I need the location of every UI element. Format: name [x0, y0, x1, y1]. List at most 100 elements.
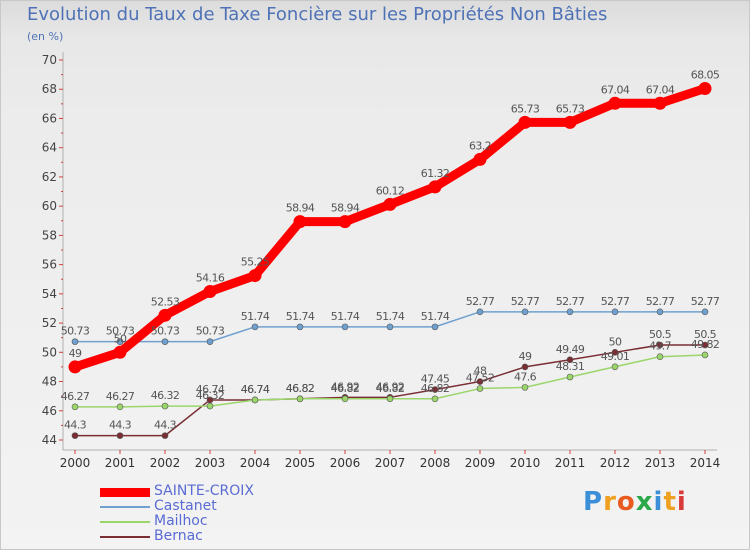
- data-label: 50.73: [151, 325, 180, 338]
- data-point: [341, 395, 349, 403]
- data-point: [296, 395, 304, 403]
- data-point: [431, 395, 439, 403]
- legend-label: SAINTE-CROIX: [154, 483, 255, 499]
- y-tick-label: 62: [42, 170, 57, 184]
- data-point: [653, 96, 667, 110]
- unit-label: (en %): [27, 30, 64, 43]
- data-label: 51.74: [376, 310, 405, 323]
- data-point: [521, 363, 529, 371]
- x-tick-label: 2012: [600, 456, 631, 470]
- data-label: 52.77: [601, 295, 630, 308]
- data-label: 47.45: [421, 373, 450, 386]
- y-tick-label: 50: [42, 345, 57, 359]
- y-tick-label: 56: [42, 258, 57, 272]
- data-point: [611, 349, 619, 356]
- data-label: 44.3: [64, 419, 87, 432]
- data-label: 49.82: [691, 338, 720, 351]
- data-label: 63.2: [469, 139, 491, 152]
- data-point: [566, 308, 574, 316]
- data-label: 46.32: [151, 389, 180, 402]
- series-layer: [68, 82, 712, 439]
- data-label: 65.73: [556, 102, 585, 115]
- data-point: [293, 215, 307, 229]
- data-label: 51.74: [331, 310, 360, 323]
- data-label: 46.92: [376, 380, 405, 393]
- data-label: 48: [474, 365, 487, 378]
- legend-label: Castanet: [154, 498, 217, 514]
- data-point: [383, 197, 397, 211]
- data-point: [116, 432, 124, 439]
- x-tick-label: 2013: [645, 456, 676, 470]
- data-point: [341, 323, 349, 331]
- data-point: [71, 403, 79, 411]
- data-label: 54.16: [196, 272, 225, 285]
- axes: 44 46 48 50 52 54 56 58 60 62 64 66 68 70 2000 2001 2002…: [42, 52, 720, 470]
- data-label: 49.7: [649, 340, 672, 353]
- data-point: [656, 308, 664, 316]
- data-label: 50.73: [106, 325, 135, 338]
- data-label: 46.92: [331, 380, 360, 393]
- data-point: [203, 285, 217, 299]
- legend-swatch: [100, 506, 150, 508]
- data-point: [521, 384, 529, 391]
- data-label: 50.73: [61, 325, 90, 338]
- chart-title: Evolution du Taux de Taxe Foncière sur l…: [27, 4, 608, 25]
- data-label: 44.3: [109, 419, 132, 432]
- data-point: [386, 323, 394, 331]
- y-tick-label: 46: [42, 404, 57, 418]
- data-point: [431, 323, 439, 331]
- data-point: [251, 396, 259, 404]
- y-tick-label: 64: [42, 141, 57, 155]
- data-label: 46.27: [61, 390, 90, 403]
- data-point: [338, 215, 352, 229]
- data-label: 46.27: [106, 390, 135, 403]
- data-label: 50.5: [694, 328, 717, 341]
- data-label: 47.6: [514, 370, 537, 383]
- y-tick-label: 68: [42, 82, 57, 96]
- data-label: 58.94: [286, 202, 315, 215]
- data-label: 67.04: [646, 83, 675, 96]
- data-label: 55.25: [241, 256, 270, 269]
- data-label: 65.73: [511, 102, 540, 115]
- proxiti-logo: Proxiti: [583, 487, 687, 517]
- x-tick-label: 2002: [150, 456, 181, 470]
- data-label: 44.3: [154, 419, 177, 432]
- data-point: [476, 378, 484, 385]
- data-label: 50: [609, 335, 622, 348]
- x-tick-label: 2005: [285, 456, 316, 470]
- data-label: 52.77: [556, 295, 585, 308]
- data-label: 67.04: [601, 83, 630, 96]
- data-point: [251, 323, 259, 331]
- legend-label: Mailhoc: [154, 513, 208, 529]
- data-label: 52.77: [466, 295, 495, 308]
- y-tick-label: 44: [42, 433, 57, 447]
- data-label: 46.82: [376, 382, 405, 395]
- data-labels: 44.3 44.3 44.346.74 46.74 46.82 46.92 46.9247.…: [61, 69, 721, 432]
- data-point: [161, 402, 169, 410]
- data-point: [701, 308, 709, 316]
- data-label: 52.77: [646, 295, 675, 308]
- data-point: [116, 403, 124, 411]
- legend-swatch: [100, 536, 150, 538]
- data-point: [161, 432, 169, 439]
- data-label: 49: [69, 347, 82, 360]
- data-label: 49.01: [601, 350, 630, 363]
- data-label: 60.12: [376, 184, 405, 197]
- data-label: 52.77: [691, 295, 720, 308]
- x-tick-label: 2007: [375, 456, 406, 470]
- data-point: [206, 338, 214, 345]
- data-point: [521, 308, 529, 316]
- data-label: 49.49: [556, 343, 585, 356]
- data-point: [116, 338, 124, 345]
- legend-swatch: [100, 521, 150, 523]
- data-label: 49: [519, 350, 532, 363]
- data-point: [386, 395, 394, 403]
- data-label: 46.74: [196, 383, 225, 396]
- data-point: [68, 360, 82, 374]
- y-tick-label: 70: [42, 53, 57, 67]
- data-point: [698, 82, 712, 95]
- x-tick-label: 2004: [240, 456, 271, 470]
- data-point: [248, 269, 262, 283]
- data-point: [431, 386, 439, 393]
